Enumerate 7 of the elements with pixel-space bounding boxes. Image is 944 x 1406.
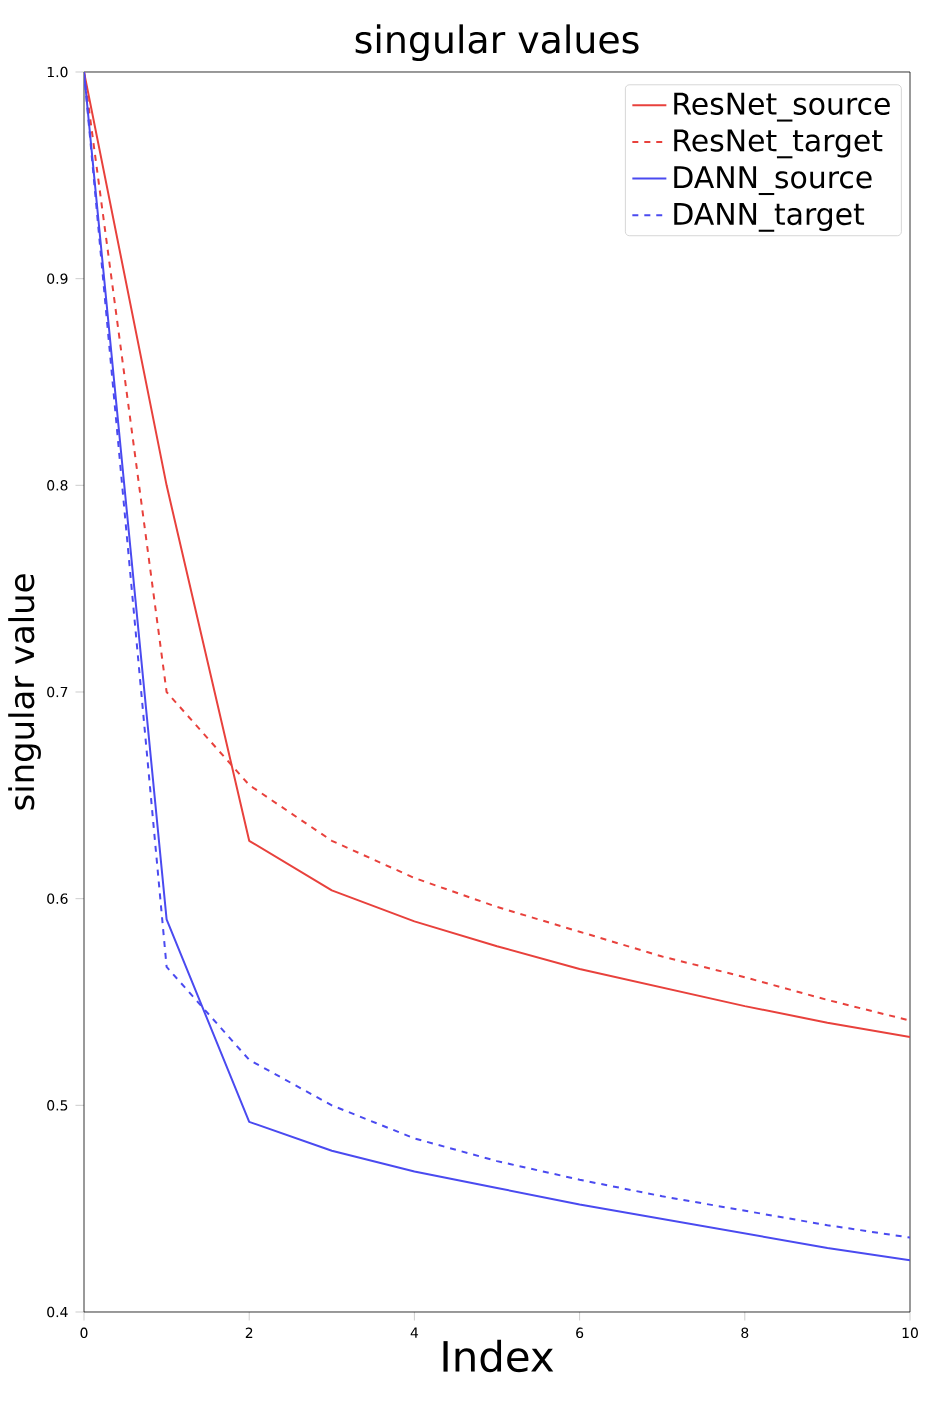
y-axis-title: singular value <box>8 574 41 810</box>
x-axis-title: Index <box>443 1339 554 1373</box>
legend-label: ResNet_target <box>674 129 883 159</box>
legend-label: ResNet_source <box>674 92 890 122</box>
legend-label: DANN_target <box>674 202 865 232</box>
chart-title: singular values <box>355 24 639 61</box>
legend-label: DANN_source <box>674 166 872 196</box>
